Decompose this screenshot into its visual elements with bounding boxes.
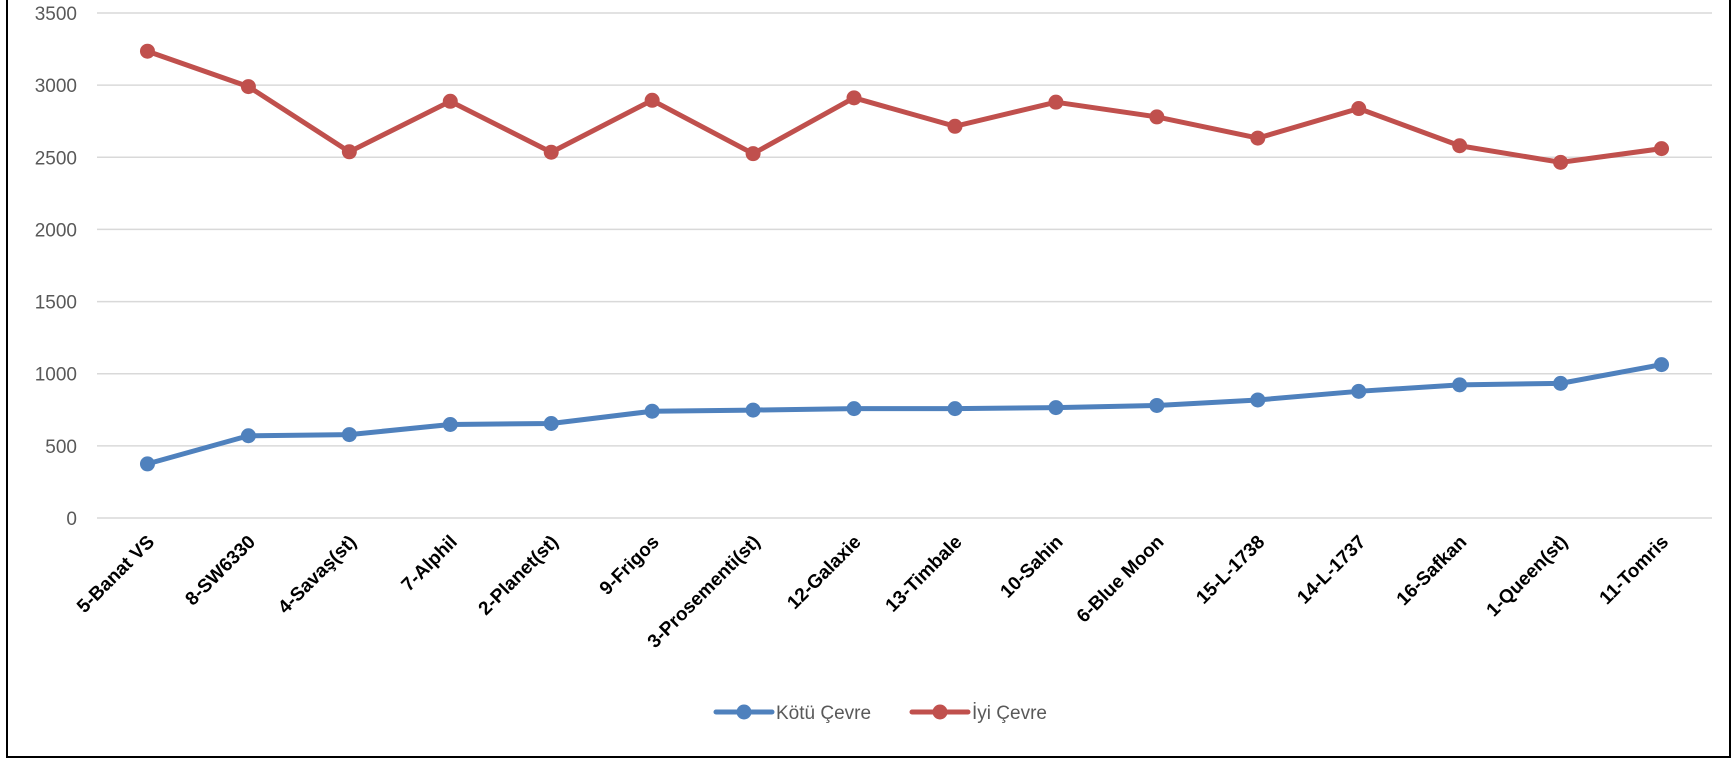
series-1-point-2 bbox=[341, 144, 357, 160]
y-tick-label-6: 3000 bbox=[35, 76, 77, 97]
series-0-point-15 bbox=[1654, 357, 1670, 373]
series-1-point-6 bbox=[745, 146, 761, 162]
x-category-label-15: 11-Tomris bbox=[1596, 532, 1673, 609]
y-tick-label-1: 500 bbox=[45, 437, 77, 458]
x-category-label-13: 16-Safkan bbox=[1393, 532, 1471, 610]
series-0-point-5 bbox=[644, 403, 660, 419]
series-0-point-6 bbox=[745, 402, 761, 418]
series-0-point-1 bbox=[240, 428, 256, 444]
series-0-point-7 bbox=[846, 401, 862, 417]
series-0-point-3 bbox=[442, 417, 458, 433]
legend-marker-1 bbox=[932, 704, 948, 720]
chart-frame bbox=[6, 0, 1731, 758]
series-1-point-10 bbox=[1149, 109, 1165, 125]
y-tick-label-7: 3500 bbox=[35, 4, 77, 25]
series-1-point-15 bbox=[1654, 141, 1670, 157]
x-category-label-1: 8-SW6330 bbox=[182, 532, 260, 610]
series-0-point-13 bbox=[1452, 377, 1468, 393]
y-tick-label-5: 2500 bbox=[35, 148, 77, 169]
series-0-point-0 bbox=[139, 456, 155, 472]
legend-marker-0 bbox=[736, 704, 752, 720]
series-0-point-11 bbox=[1250, 392, 1266, 408]
x-category-label-11: 15-L-1738 bbox=[1192, 532, 1269, 609]
x-category-label-0: 5-Banat VS bbox=[73, 532, 159, 618]
y-axis-tick-labels: 0 500 1000 1500 2000 2500 3000 3500 bbox=[35, 4, 77, 530]
y-tick-label-4: 2000 bbox=[35, 220, 77, 241]
series-1-point-4 bbox=[543, 144, 559, 160]
x-category-label-14: 1-Queen(st) bbox=[1483, 532, 1573, 622]
x-axis-category-labels: 5-Banat VS 8-SW6330 4-Savaş(st) 7-Alphil 2-P… bbox=[73, 532, 1673, 653]
series-1-point-8 bbox=[947, 118, 963, 134]
x-category-label-6: 3-Prosementi(st) bbox=[644, 532, 765, 653]
x-category-label-12: 14-L-1737 bbox=[1293, 532, 1370, 609]
series-1-point-5 bbox=[644, 92, 660, 108]
series-line-0 bbox=[144, 362, 1665, 467]
gridlines bbox=[97, 12, 1712, 519]
x-category-label-9: 10-Sahin bbox=[997, 532, 1068, 603]
series-1-point-0 bbox=[139, 43, 155, 59]
series-0-point-12 bbox=[1351, 383, 1367, 399]
y-tick-label-3: 1500 bbox=[35, 293, 77, 314]
x-category-label-8: 13-Timbale bbox=[882, 532, 967, 617]
series-1-point-7 bbox=[846, 90, 862, 106]
series-1-point-1 bbox=[240, 79, 256, 95]
series-1-point-14 bbox=[1553, 154, 1569, 170]
y-tick-label-2: 1000 bbox=[35, 365, 77, 386]
x-category-label-2: 4-Savaş(st) bbox=[274, 532, 361, 619]
y-tick-label-0: 0 bbox=[66, 509, 77, 530]
x-category-label-10: 6-Blue Moon bbox=[1073, 532, 1168, 627]
x-category-label-4: 2-Planet(st) bbox=[475, 532, 563, 620]
legend: Kötü Çevre İyi Çevre bbox=[713, 703, 1047, 724]
series-0-point-9 bbox=[1048, 400, 1064, 416]
series-0-point-2 bbox=[341, 427, 357, 443]
x-category-label-7: 12-Galaxie bbox=[783, 532, 865, 614]
legend-label-0: Kötü Çevre bbox=[776, 703, 871, 724]
series-1-point-12 bbox=[1351, 101, 1367, 117]
series-0-point-10 bbox=[1149, 397, 1165, 413]
x-category-label-5: 9-Frigos bbox=[596, 532, 664, 600]
series-lines bbox=[139, 43, 1670, 472]
series-0-point-14 bbox=[1553, 375, 1569, 391]
series-0-point-4 bbox=[543, 415, 559, 431]
series-line-1 bbox=[144, 48, 1665, 165]
series-0-point-8 bbox=[947, 401, 963, 417]
series-1-point-3 bbox=[442, 93, 458, 109]
series-1-point-11 bbox=[1250, 130, 1266, 146]
legend-label-1: İyi Çevre bbox=[972, 703, 1047, 724]
x-category-label-3: 7-Alphil bbox=[398, 532, 462, 596]
series-1-point-9 bbox=[1048, 94, 1064, 110]
series-1-point-13 bbox=[1452, 138, 1468, 154]
